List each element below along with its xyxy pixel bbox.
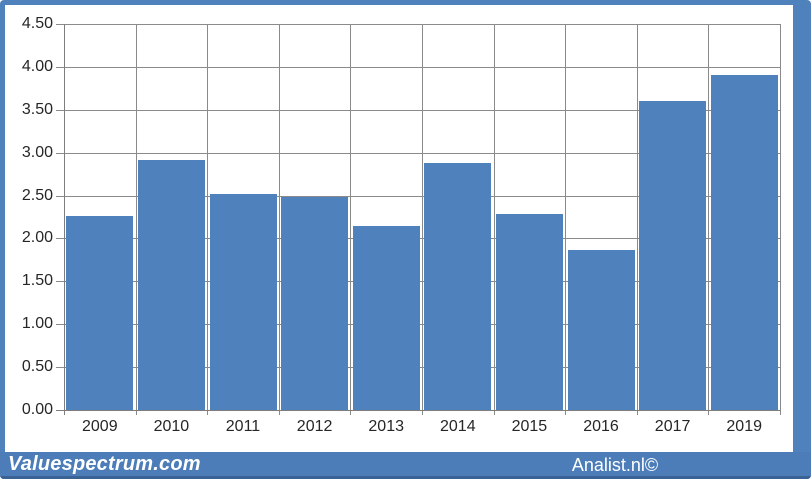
y-tick [56, 238, 64, 240]
analist-watermark: Analist.nl© [571, 455, 659, 475]
bar-2016 [567, 250, 635, 410]
y-tick [56, 24, 64, 25]
valuespectrum-watermark: Valuespectrum.com [8, 453, 201, 475]
x-gridline [422, 24, 423, 410]
bar-2014 [424, 162, 492, 410]
x-tick [780, 410, 781, 415]
y-axis-label: 3.50 [21, 100, 53, 118]
bar-2012 [281, 197, 349, 410]
y-tick [56, 195, 64, 197]
bar-2019 [710, 75, 778, 410]
bar-2015 [495, 213, 563, 410]
x-gridline [636, 24, 638, 410]
x-tick [636, 410, 638, 415]
x-tick [493, 410, 495, 415]
plot-area: 4.50 4.00 3.50 3.00 2.50 2.00 1.50 1.00 0.50 0.00… [5, 5, 793, 452]
x-axis-label-2011: 2011 [225, 418, 261, 435]
y-axis-label: 1.50 [21, 272, 53, 290]
x-axis-label-2015: 2015 [511, 418, 548, 435]
x-gridline [278, 24, 280, 410]
x-tick [422, 410, 423, 415]
y-tick [56, 152, 64, 154]
bar-2010 [137, 160, 205, 410]
y-axis-label: 1.00 [21, 315, 53, 333]
bar-2009 [66, 216, 134, 410]
y-axis-label: 0.00 [21, 401, 53, 418]
x-gridline [565, 24, 567, 410]
x-tick [278, 410, 280, 415]
y-axis-label: 2.50 [21, 186, 53, 204]
y-axis-line [64, 24, 65, 415]
x-tick [350, 410, 352, 415]
y-axis-label: 4.50 [21, 15, 53, 32]
x-axis-label-2013: 2013 [368, 418, 404, 435]
x-gridline [780, 24, 781, 410]
x-gridline [207, 24, 209, 410]
y-axis-label: 3.00 [21, 143, 53, 161]
y-tick [56, 324, 64, 326]
y-axis-label: 4.00 [21, 57, 53, 75]
x-axis-label-2014: 2014 [440, 418, 476, 435]
bar-2017 [639, 101, 707, 410]
y-tick [56, 109, 64, 111]
x-axis-label-2010: 2010 [153, 418, 190, 435]
x-tick [207, 410, 209, 415]
x-axis-line [56, 410, 780, 411]
y-tick [56, 367, 64, 369]
x-tick [708, 410, 710, 415]
x-axis-label-2012: 2012 [296, 418, 333, 435]
y-axis-label: 0.50 [21, 358, 53, 376]
x-tick [135, 410, 137, 415]
y-tick [56, 66, 64, 68]
x-tick [565, 410, 567, 415]
x-axis-label-2016: 2016 [583, 418, 619, 435]
x-axis-label-2019: 2019 [726, 418, 762, 435]
x-gridline [350, 24, 352, 410]
y-tick [56, 281, 64, 283]
x-axis-label-2009: 2009 [82, 418, 118, 435]
y-axis-label: 2.00 [21, 229, 53, 247]
bar-2011 [209, 193, 277, 410]
bar-2013 [352, 225, 420, 410]
x-gridline [493, 24, 495, 410]
x-gridline [708, 24, 710, 410]
x-axis-label-2017: 2017 [654, 418, 691, 435]
footer-bar: Valuespectrum.com Analist.nl© [0, 452, 811, 479]
chart-panel: 4.50 4.00 3.50 3.00 2.50 2.00 1.50 1.00 0.50 0.00… [5, 5, 793, 452]
x-gridline [135, 24, 137, 410]
